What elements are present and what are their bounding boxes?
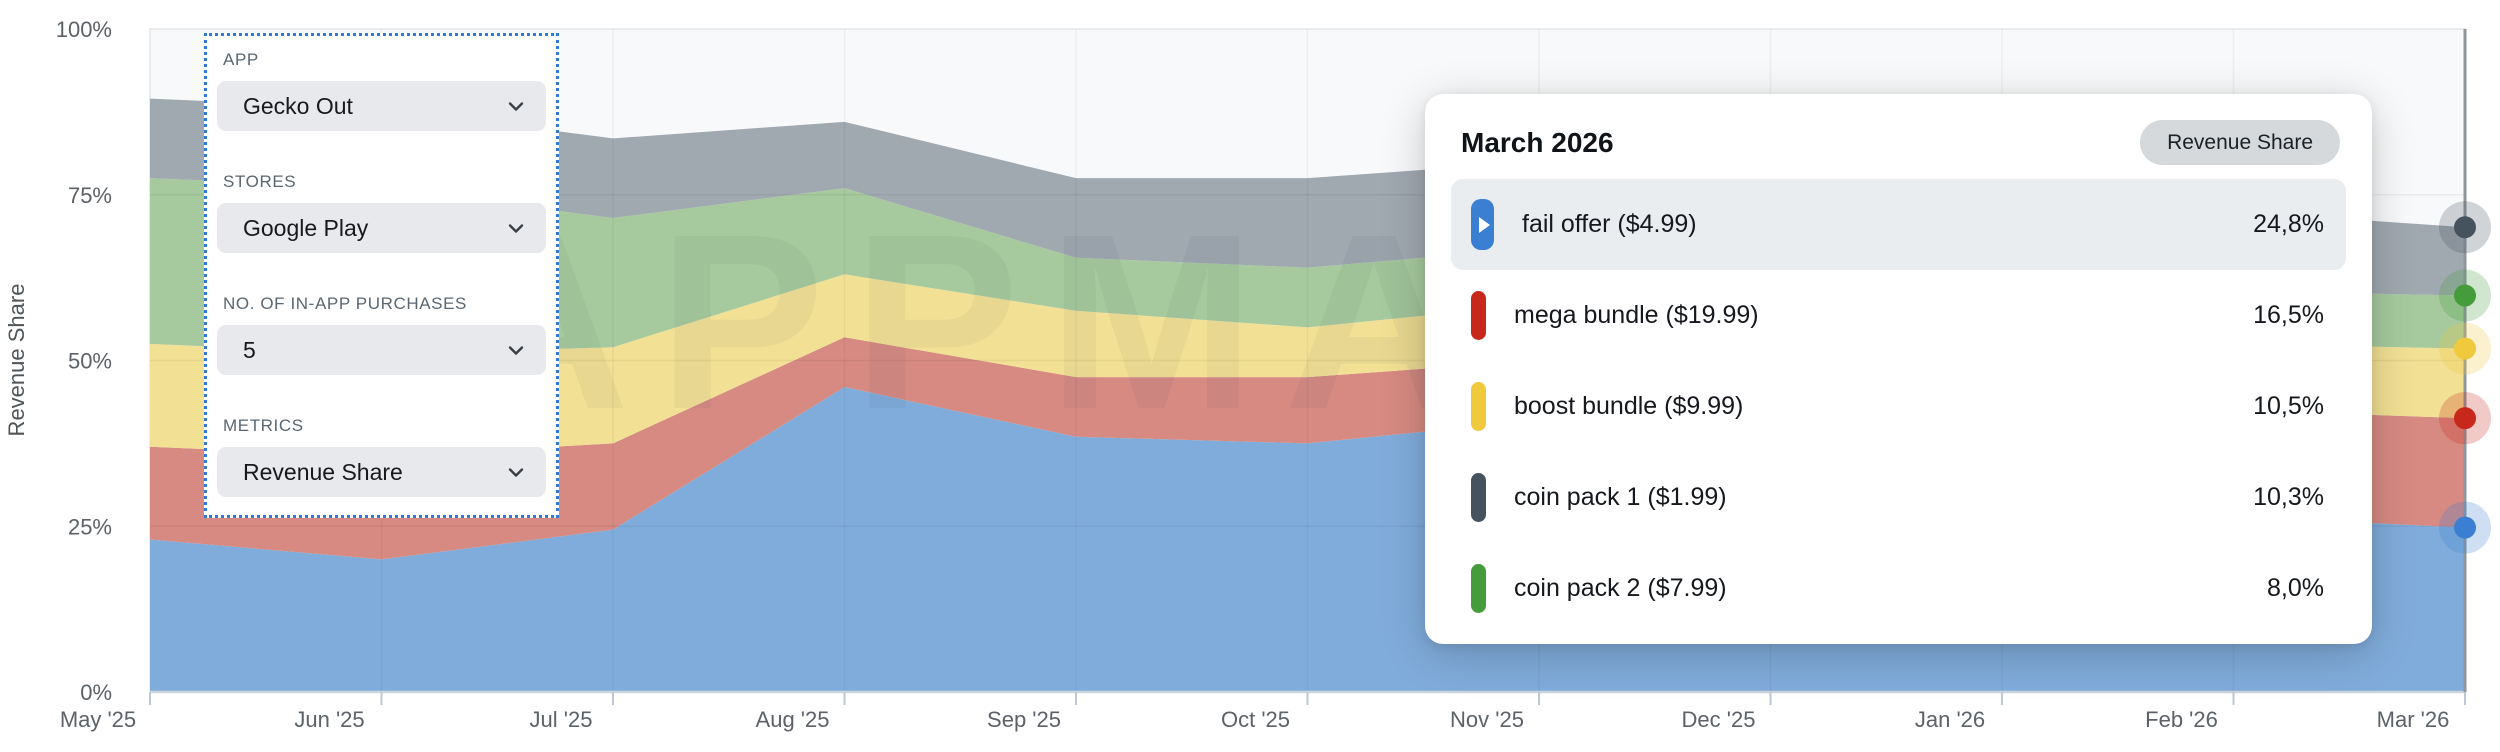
play-arrow-icon <box>1478 216 1490 233</box>
tooltip-row-fail-offer-4-99: fail offer ($4.99) 24,8% <box>1451 179 2346 270</box>
tooltip-row-value: 16,5% <box>2253 301 2324 329</box>
y-tick-label: 50% <box>68 349 112 374</box>
filter-group-metrics: METRICS Revenue Share <box>217 416 546 497</box>
y-tick-label: 100% <box>56 17 112 42</box>
series-marker-icon <box>1471 382 1486 431</box>
filter-value: Google Play <box>243 214 369 241</box>
series-dot-coin-pack-2-7-99 <box>2454 284 2476 307</box>
x-tick-label: Aug '25 <box>756 707 830 732</box>
tooltip-row-value: 8,0% <box>2267 574 2324 602</box>
filter-group-stores: STORES Google Play <box>217 172 546 253</box>
tooltip-row-name: boost bundle ($9.99) <box>1514 392 1744 420</box>
tooltip-header: March 2026 Revenue Share <box>1425 94 2372 165</box>
series-dot-fail-offer-4-99 <box>2454 516 2476 539</box>
series-marker-icon <box>1471 291 1486 340</box>
series-dot-mega-bundle-19-99 <box>2454 407 2476 430</box>
filter-value: Gecko Out <box>243 92 353 119</box>
tooltip-row-name: mega bundle ($19.99) <box>1514 301 1759 329</box>
tooltip-rows: fail offer ($4.99) 24,8% mega bundle ($19.… <box>1425 179 2372 634</box>
x-tick-label: Jan '26 <box>1915 707 1985 732</box>
filter-select-metrics[interactable]: Revenue Share <box>217 447 546 497</box>
tooltip-row-coin-pack-2-7-99: coin pack 2 ($7.99) 8,0% <box>1451 543 2346 634</box>
tooltip-row-value: 24,8% <box>2253 210 2324 238</box>
filter-group-app: APP Gecko Out <box>217 50 546 131</box>
filter-select-no-of-in-app-purchases[interactable]: 5 <box>217 325 546 375</box>
x-tick-label: Oct '25 <box>1221 707 1290 732</box>
filter-value: 5 <box>243 336 256 363</box>
y-tick-label: 25% <box>68 514 112 539</box>
tooltip-row-mega-bundle-19-99: mega bundle ($19.99) 16,5% <box>1451 270 2346 361</box>
filter-label: APP <box>223 50 259 69</box>
series-dot-boost-bundle-9-99 <box>2454 337 2476 360</box>
series-marker-icon <box>1471 473 1486 522</box>
x-tick-label: Nov '25 <box>1450 707 1524 732</box>
x-tick-label: Mar '26 <box>2377 707 2450 732</box>
chart-filter-panel: APP Gecko Out STORES Google Play NO. OF IN-A… <box>204 33 559 518</box>
series-marker-icon <box>1471 564 1486 613</box>
filter-select-app[interactable]: Gecko Out <box>217 81 546 131</box>
filter-select-stores[interactable]: Google Play <box>217 203 546 253</box>
chevron-down-icon <box>508 346 524 355</box>
chevron-down-icon <box>508 224 524 233</box>
filter-label: NO. OF IN-APP PURCHASES <box>223 294 467 313</box>
x-tick-label: Jul '25 <box>530 707 593 732</box>
series-dot-coin-pack-1-1-99 <box>2454 216 2476 239</box>
area-band-boost-bundle-9-99 <box>150 274 2465 457</box>
x-tick-label: Jun '25 <box>294 707 364 732</box>
tooltip-row-name: coin pack 1 ($1.99) <box>1514 483 1727 511</box>
x-tick-label: Feb '26 <box>2145 707 2218 732</box>
tooltip-row-value: 10,5% <box>2253 392 2324 420</box>
y-tick-label: 0% <box>80 680 112 705</box>
y-tick-label: 75% <box>68 183 112 208</box>
filter-value: Revenue Share <box>243 458 403 485</box>
tooltip-metric-badge: Revenue Share <box>2140 120 2340 165</box>
tooltip-row-coin-pack-1-1-99: coin pack 1 ($1.99) 10,3% <box>1451 452 2346 543</box>
x-tick-label: Sep '25 <box>987 707 1061 732</box>
chevron-down-icon <box>508 468 524 477</box>
tooltip-row-name: coin pack 2 ($7.99) <box>1514 574 1727 602</box>
tooltip-title: March 2026 <box>1461 126 1614 158</box>
tooltip-row-name: fail offer ($4.99) <box>1522 210 1697 238</box>
chevron-down-icon <box>508 102 524 111</box>
chart-tooltip: March 2026 Revenue Share fail offer ($4.… <box>1425 94 2372 644</box>
tooltip-row-value: 10,3% <box>2253 483 2324 511</box>
filter-group-no-of-in-app-purchases: NO. OF IN-APP PURCHASES 5 <box>217 294 546 375</box>
filter-label: STORES <box>223 172 297 191</box>
x-tick-label: May '25 <box>60 707 136 732</box>
tooltip-row-boost-bundle-9-99: boost bundle ($9.99) 10,5% <box>1451 361 2346 452</box>
x-tick-label: Dec '25 <box>1682 707 1756 732</box>
y-axis-title: Revenue Share <box>4 284 29 437</box>
series-marker-icon <box>1471 199 1494 250</box>
filter-label: METRICS <box>223 416 304 435</box>
